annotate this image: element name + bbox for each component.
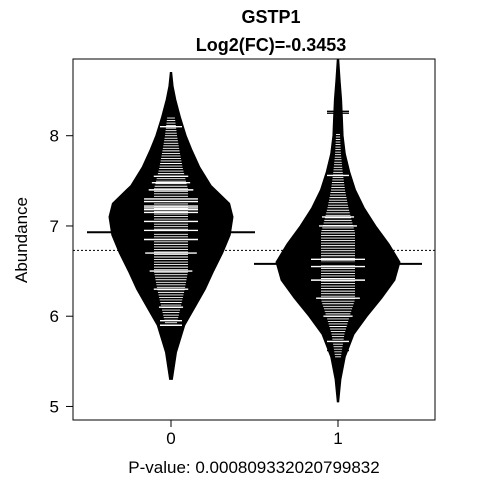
x-axis-label: P-value: 0.000809332020799832: [128, 458, 379, 477]
plot-area: 5 6 7 8 0 1: [50, 58, 436, 448]
chart-title: GSTP1: [241, 7, 300, 27]
y-axis-label: Abundance: [12, 197, 31, 283]
bean-stripes-1: [321, 133, 355, 358]
x-tick-label: 1: [333, 429, 342, 448]
x-tick-label: 0: [166, 429, 175, 448]
plot-frame: [72, 58, 436, 421]
y-tick-label: 6: [50, 307, 59, 326]
y-tick-label: 5: [50, 397, 59, 416]
y-tick-label: 8: [50, 127, 59, 146]
y-tick-label: 7: [50, 217, 59, 236]
chart-subtitle: Log2(FC)=-0.3453: [196, 35, 347, 55]
